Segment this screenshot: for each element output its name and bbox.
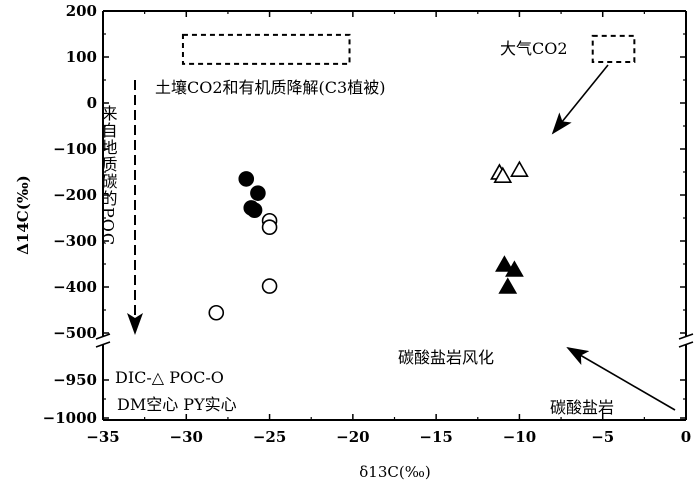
x-tick-label: −30 bbox=[170, 428, 203, 446]
x-tick-label: 0 bbox=[681, 428, 691, 446]
legend-line-1: DIC-△ POC-O bbox=[115, 368, 224, 387]
y-tick-label: −200 bbox=[53, 186, 97, 204]
y-axis-label: Δ14C(‰) bbox=[14, 175, 32, 254]
open-circle-point bbox=[261, 219, 278, 235]
open-triangle-point bbox=[510, 160, 529, 177]
open-triangle-point bbox=[493, 166, 513, 183]
filled-circle-point bbox=[250, 185, 266, 201]
y-tick-label: −500 bbox=[53, 324, 97, 342]
x-axis-label: δ13C(‰) bbox=[359, 463, 430, 481]
arrows bbox=[127, 64, 676, 411]
open-circle-point bbox=[208, 304, 225, 321]
geologic-poc-label: 来自地质碳的POC bbox=[99, 105, 118, 246]
filled-triangle-point bbox=[505, 260, 524, 277]
y-tick-label: −950 bbox=[53, 371, 97, 389]
y-tick-label: 100 bbox=[66, 48, 97, 66]
y-tick-label: −300 bbox=[53, 232, 97, 250]
filled-triangle-point bbox=[495, 255, 514, 272]
filled-circle-point bbox=[246, 202, 263, 218]
axes: −35 −30 −25 −20 −15 −10 −5 0 200 100 0 −100 −200 −300… bbox=[43, 2, 694, 446]
carbonate-weathering-label: 碳酸盐岩风化 bbox=[398, 348, 494, 367]
filled-circle-point bbox=[238, 171, 255, 187]
data-points bbox=[208, 160, 529, 321]
filled-triangle-point bbox=[498, 277, 518, 294]
x-tick-label: −10 bbox=[503, 428, 536, 446]
y-tick-label: 0 bbox=[87, 94, 97, 112]
atmospheric-co2-label: 大气CO2 bbox=[500, 39, 568, 58]
regions bbox=[181, 33, 636, 65]
y-axis-break bbox=[95, 333, 111, 348]
y-tick-label: −100 bbox=[53, 140, 97, 158]
x-tick-label: −5 bbox=[591, 428, 614, 446]
x-tick-label: −15 bbox=[419, 428, 452, 446]
x-tick-label: −20 bbox=[336, 428, 369, 446]
carbonate-rock-arrow bbox=[566, 346, 676, 411]
region-box-1 bbox=[591, 34, 636, 64]
right-axis-break bbox=[678, 333, 694, 348]
x-tick-label: −25 bbox=[253, 428, 286, 446]
legend-line-2: DM空心 PY实心 bbox=[117, 395, 237, 414]
soil-co2-label: 土壤CO2和有机质降解(C3植被) bbox=[155, 78, 385, 97]
y-tick-label: 200 bbox=[66, 2, 97, 20]
y-tick-label: −1000 bbox=[43, 409, 97, 427]
atmospheric-co2-arrow bbox=[551, 64, 609, 135]
y-tick-label: −400 bbox=[53, 278, 97, 296]
open-circle-point bbox=[261, 278, 278, 294]
region-box-0 bbox=[181, 33, 351, 65]
x-tick-label: −35 bbox=[86, 428, 119, 446]
carbonate-rock-label: 碳酸盐岩 bbox=[550, 398, 614, 417]
